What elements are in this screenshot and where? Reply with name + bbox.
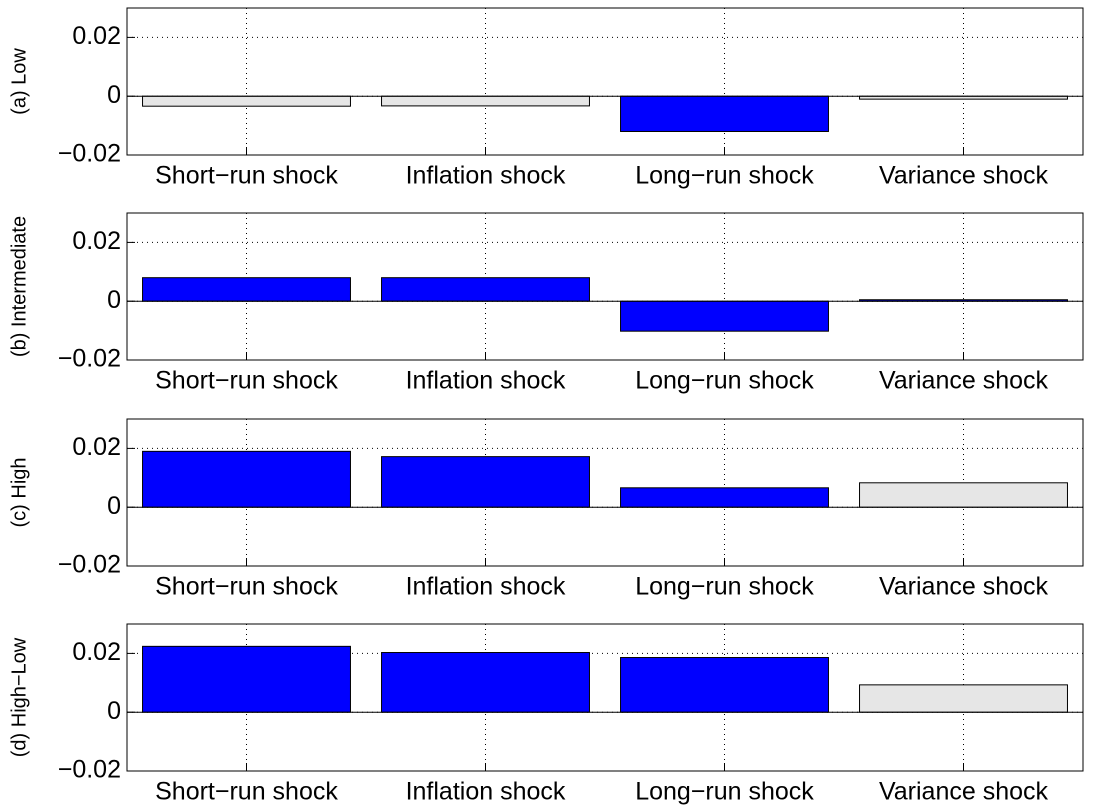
axes-frame <box>126 212 1084 361</box>
bar <box>142 277 351 302</box>
bar <box>859 684 1068 713</box>
x-tick-label: Long−run shock <box>635 778 814 806</box>
x-tick-label: Long−run shock <box>635 573 814 601</box>
x-tick-label: Short−run shock <box>155 573 338 601</box>
bar <box>620 300 829 332</box>
x-tick-label: Variance shock <box>879 367 1049 395</box>
y-axis-label: (a) Low <box>8 48 30 115</box>
bar <box>142 450 351 508</box>
x-tick-label: Variance shock <box>879 778 1049 806</box>
x-tick-label: Inflation shock <box>406 573 566 601</box>
bar <box>620 487 829 508</box>
y-tick-label: 0 <box>107 697 121 725</box>
bar <box>381 652 590 713</box>
axes-background <box>127 8 1083 155</box>
x-tick-label: Short−run shock <box>155 778 338 806</box>
y-axis-label: (d) High−Low <box>8 637 30 757</box>
y-tick-label: −0.02 <box>58 140 121 168</box>
y-tick-label: −0.02 <box>58 345 121 373</box>
x-tick-label: Inflation shock <box>406 778 566 806</box>
x-tick-label: Variance shock <box>879 573 1049 601</box>
y-tick-label: 0.02 <box>72 227 121 255</box>
x-tick-label: Long−run shock <box>635 367 814 395</box>
x-tick-label: Inflation shock <box>406 367 566 395</box>
y-tick-label: 0 <box>107 492 121 520</box>
x-tick-label: Short−run shock <box>155 162 338 190</box>
y-axis-label: (b) Intermediate <box>8 216 30 357</box>
x-tick-label: Long−run shock <box>635 162 814 190</box>
bar <box>142 645 351 713</box>
y-tick-label: 0 <box>107 286 121 314</box>
y-axis-label: (c) High <box>8 457 30 527</box>
bar <box>620 95 829 132</box>
y-tick-label: 0 <box>107 81 121 109</box>
bar <box>381 95 590 107</box>
y-tick-label: −0.02 <box>58 551 121 579</box>
bar <box>142 95 351 107</box>
y-tick-label: 0.02 <box>72 22 121 50</box>
axes-frame <box>126 7 1084 156</box>
x-tick-label: Short−run shock <box>155 367 338 395</box>
axes-frame <box>126 623 1084 772</box>
y-tick-label: 0.02 <box>72 638 121 666</box>
x-tick-label: Inflation shock <box>406 162 566 190</box>
axes-frame <box>126 418 1084 567</box>
bar <box>620 657 829 713</box>
x-tick-label: Variance shock <box>879 162 1049 190</box>
bar <box>381 277 590 302</box>
y-tick-label: −0.02 <box>58 756 121 784</box>
bar <box>859 482 1068 508</box>
y-tick-label: 0.02 <box>72 433 121 461</box>
bar <box>381 456 590 508</box>
